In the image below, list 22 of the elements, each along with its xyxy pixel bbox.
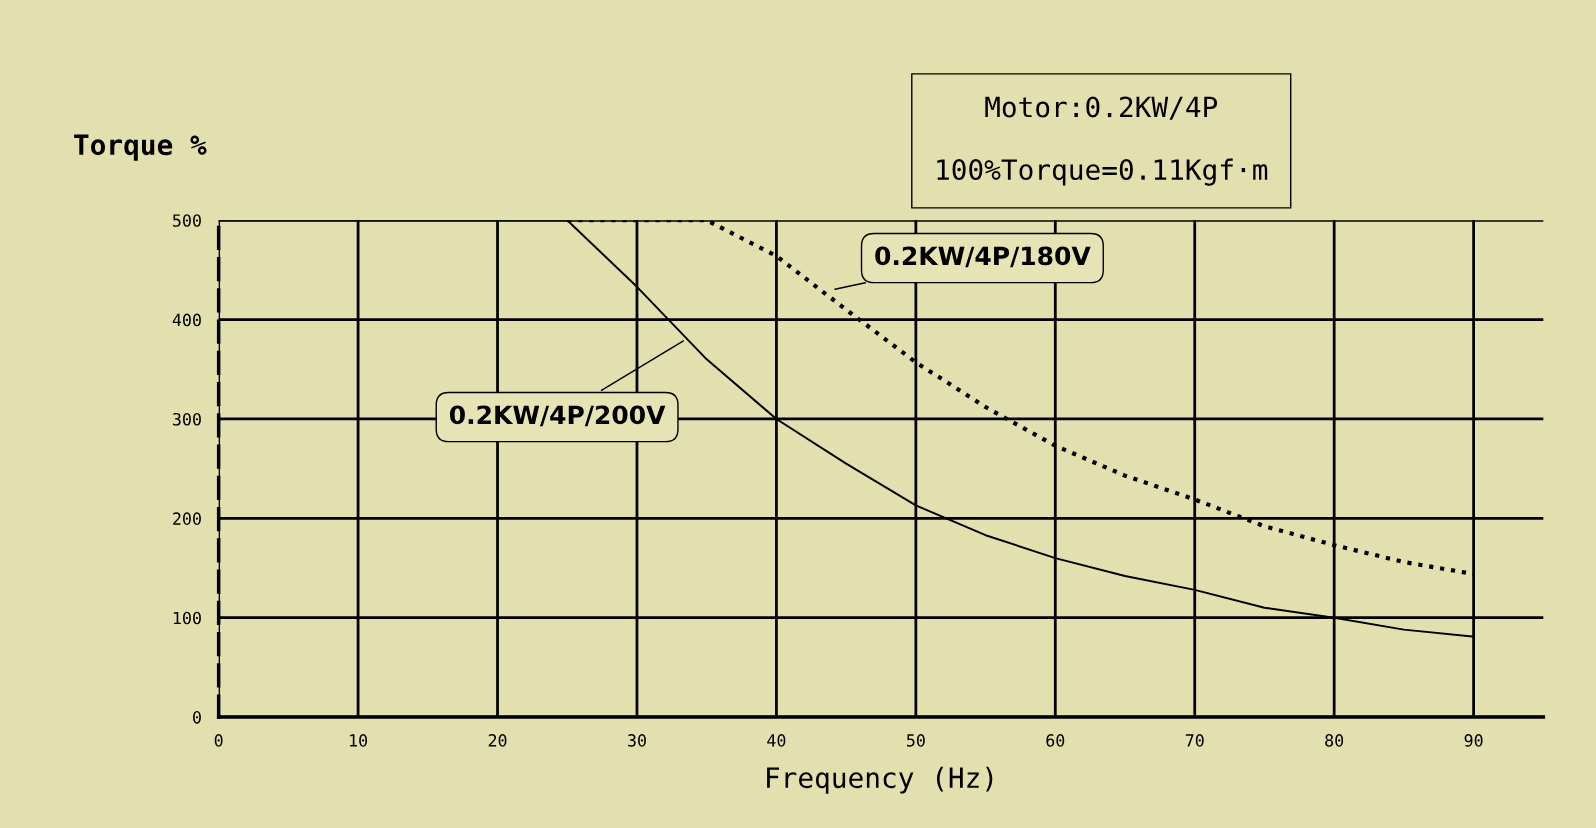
y-tick-label: 400 <box>172 313 201 327</box>
x-tick-label: 80 <box>1325 734 1344 747</box>
y-axis-title: Torque % <box>74 134 207 161</box>
text: 100%Torque=0.11Kgf·m <box>937 158 1268 186</box>
y-tick-label: 200 <box>173 512 201 525</box>
y-tick-label: 500 <box>173 214 201 227</box>
text: Motor:0.2KW/4P <box>985 96 1218 120</box>
text: 0.2KW/4P/180V <box>875 246 1091 268</box>
x-tick-label: 90 <box>1464 734 1483 747</box>
y-tick-label: 300 <box>173 412 201 426</box>
y-tick-label: 0 <box>193 711 201 724</box>
x-tick-label: 50 <box>906 734 925 747</box>
y-tick-label: 100 <box>173 611 201 625</box>
x-tick-label: 10 <box>350 734 368 747</box>
x-axis-title: Frequency (Hz) <box>767 766 993 794</box>
x-tick-label: 20 <box>488 734 507 747</box>
x-tick-label: 70 <box>1185 734 1204 747</box>
legend-label: 0.2KW/4P/200V <box>449 405 666 427</box>
x-tick-label: 40 <box>767 734 786 747</box>
x-tick-label: 30 <box>628 734 646 747</box>
x-tick-label: 0 <box>214 734 223 747</box>
x-tick-label: 60 <box>1046 734 1065 747</box>
